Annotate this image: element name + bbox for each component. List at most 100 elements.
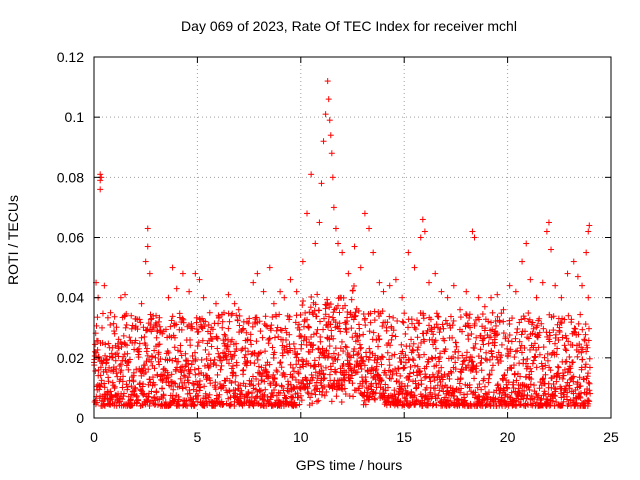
data-point [409, 320, 416, 327]
data-point [277, 288, 284, 295]
data-point [238, 347, 245, 354]
data-point [195, 339, 202, 346]
data-point [171, 344, 178, 351]
data-point [427, 378, 434, 385]
data-point [315, 397, 322, 404]
data-point [370, 249, 377, 256]
data-point [246, 398, 253, 405]
data-point [538, 320, 545, 327]
data-point [124, 386, 131, 393]
data-point [405, 249, 412, 256]
data-point [312, 240, 319, 247]
data-point [508, 389, 515, 396]
data-point [324, 78, 331, 85]
data-point [575, 331, 582, 338]
data-point [309, 342, 316, 349]
data-point [308, 390, 315, 397]
data-point [379, 354, 386, 361]
data-point [414, 346, 421, 353]
data-point [477, 332, 484, 339]
data-point [308, 171, 315, 178]
data-point [154, 372, 161, 379]
data-point [156, 361, 163, 368]
data-point [267, 327, 274, 334]
data-point [521, 344, 528, 351]
data-point [263, 369, 270, 376]
data-point [159, 371, 166, 378]
data-point [334, 356, 341, 363]
data-point [387, 342, 394, 349]
data-point [313, 313, 320, 320]
data-point [526, 346, 533, 353]
data-point [327, 132, 334, 139]
data-point [308, 333, 315, 340]
data-point [303, 336, 310, 343]
data-point [322, 364, 329, 371]
data-point [366, 345, 373, 352]
data-point [183, 384, 190, 391]
data-point [581, 336, 588, 343]
data-point [333, 393, 340, 400]
data-point [373, 359, 380, 366]
data-point [120, 332, 127, 339]
data-point [248, 378, 255, 385]
data-point [435, 368, 442, 375]
data-point [325, 313, 332, 320]
data-point [467, 324, 474, 331]
data-point [485, 340, 492, 347]
chart-title: Day 069 of 2023, Rate Of TEC Index for r… [181, 18, 517, 34]
data-point [144, 243, 151, 250]
data-point [322, 311, 329, 318]
data-point [530, 325, 537, 332]
data-point [254, 356, 261, 363]
data-point [243, 329, 250, 336]
data-point [459, 328, 466, 335]
data-point [398, 341, 405, 348]
plot-frame [93, 56, 612, 419]
data-point [338, 399, 345, 406]
data-point [326, 371, 333, 378]
data-point [538, 360, 545, 367]
data-point [344, 351, 351, 358]
data-point [299, 258, 306, 265]
data-point [225, 291, 232, 298]
data-point [583, 348, 590, 355]
data-point [284, 378, 291, 385]
data-point [520, 356, 527, 363]
data-point [304, 385, 311, 392]
data-point [452, 366, 459, 373]
data-point [103, 356, 110, 363]
data-point [504, 345, 511, 352]
data-point [399, 294, 406, 301]
data-point [552, 386, 559, 393]
data-point [408, 336, 415, 343]
data-point [480, 341, 487, 348]
data-point [479, 311, 486, 318]
data-point [178, 326, 185, 333]
data-point [388, 336, 395, 343]
data-point [464, 349, 471, 356]
data-point [367, 370, 374, 377]
data-point [340, 376, 347, 383]
data-point [192, 371, 199, 378]
data-point [485, 375, 492, 382]
data-point [245, 348, 252, 355]
data-point [542, 390, 549, 397]
data-point [95, 353, 102, 360]
data-point [126, 334, 133, 341]
data-point [430, 331, 437, 338]
data-point [543, 228, 550, 235]
data-point [459, 352, 466, 359]
data-point [435, 392, 442, 399]
data-point [386, 362, 393, 369]
data-point [214, 345, 221, 352]
data-point [251, 360, 258, 367]
y-tick-label: 0.02 [57, 350, 84, 366]
data-point [315, 346, 322, 353]
data-point [308, 377, 315, 384]
data-point [375, 332, 382, 339]
data-point [564, 396, 571, 403]
data-point [156, 341, 163, 348]
data-point [185, 379, 192, 386]
data-point [586, 387, 593, 394]
